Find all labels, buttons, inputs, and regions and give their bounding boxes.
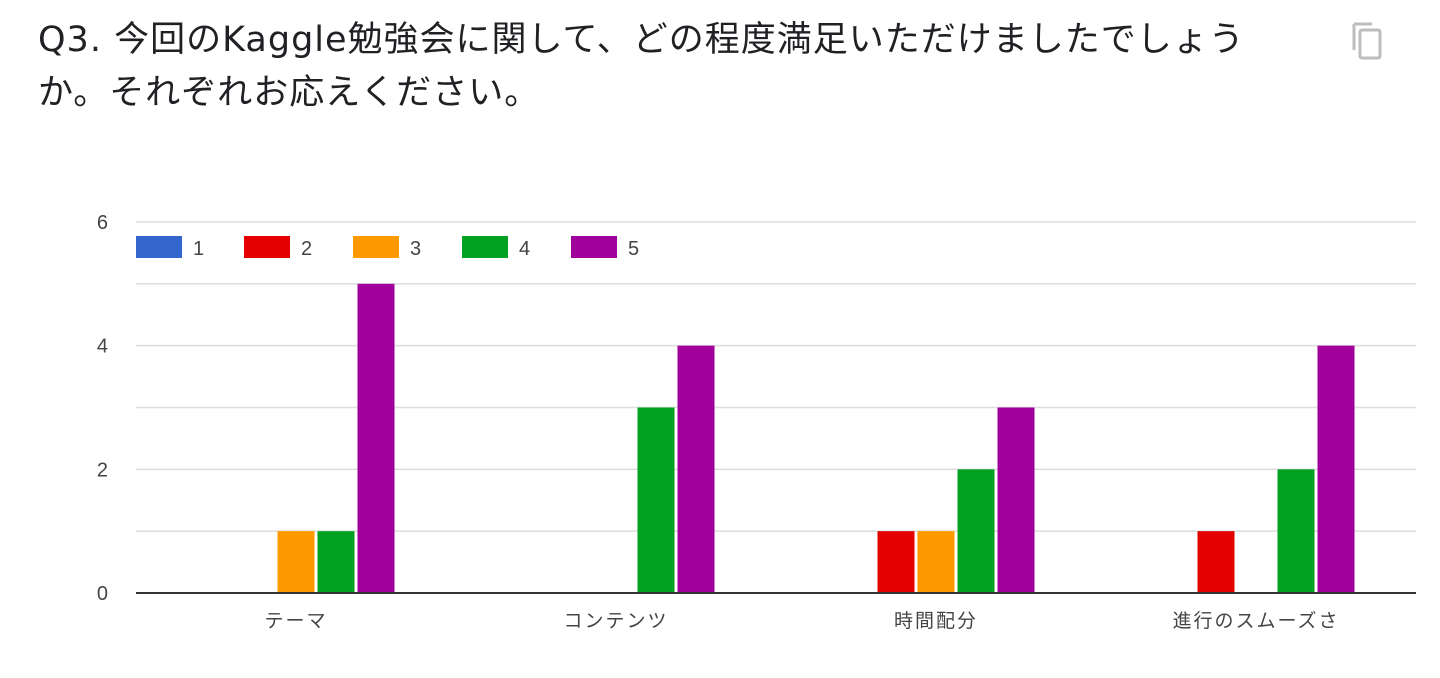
legend-label-4[interactable]: 4 <box>519 238 530 260</box>
y-tick-label: 6 <box>97 212 108 234</box>
x-category-label: 時間配分 <box>894 610 978 632</box>
y-tick-label: 0 <box>97 583 108 605</box>
bar-2-series-5[interactable] <box>677 345 715 593</box>
question-title: Q3. 今回のKaggle勉強会に関して、どの程度満足いただけましたでしょうか。… <box>38 20 1245 113</box>
legend-swatch-3[interactable] <box>353 236 399 258</box>
bar-3-series-3[interactable] <box>917 531 955 593</box>
copy-icon[interactable] <box>1346 20 1386 62</box>
legend-swatch-4[interactable] <box>462 236 508 258</box>
bar-2-series-4[interactable] <box>637 407 675 594</box>
bar-4-series-4[interactable] <box>1277 469 1315 593</box>
legend-label-1[interactable]: 1 <box>193 238 204 260</box>
y-tick-label: 2 <box>97 459 108 481</box>
bar-3-series-5[interactable] <box>997 407 1035 594</box>
legend-label-3[interactable]: 3 <box>410 238 421 260</box>
bar-4-series-2[interactable] <box>1197 531 1235 593</box>
legend: 1 2 3 4 5 <box>136 236 639 260</box>
y-tick-label: 4 <box>97 336 108 358</box>
x-category-label: 進行のスムーズさ <box>1172 610 1339 632</box>
bar-1-series-4[interactable] <box>317 531 355 593</box>
legend-swatch-1[interactable] <box>136 236 182 258</box>
gridlines <box>136 221 1416 532</box>
bar-1-series-5[interactable] <box>357 283 395 593</box>
x-category-label: テーマ <box>264 610 327 632</box>
bar-3-series-4[interactable] <box>957 469 995 593</box>
bar-3-series-2[interactable] <box>877 531 915 593</box>
x-category-label: コンテンツ <box>563 610 668 632</box>
legend-swatch-2[interactable] <box>244 236 290 258</box>
bar-4-series-5[interactable] <box>1317 345 1355 593</box>
legend-label-2[interactable]: 2 <box>301 238 312 260</box>
legend-label-5[interactable]: 5 <box>628 238 639 260</box>
legend-swatch-5[interactable] <box>571 236 617 258</box>
bars <box>277 283 1355 594</box>
axes: 0 2 4 6 テーマ コンテンツ 時間配分 進行のスムーズさ <box>97 212 1416 632</box>
bar-1-series-3[interactable] <box>277 531 315 593</box>
